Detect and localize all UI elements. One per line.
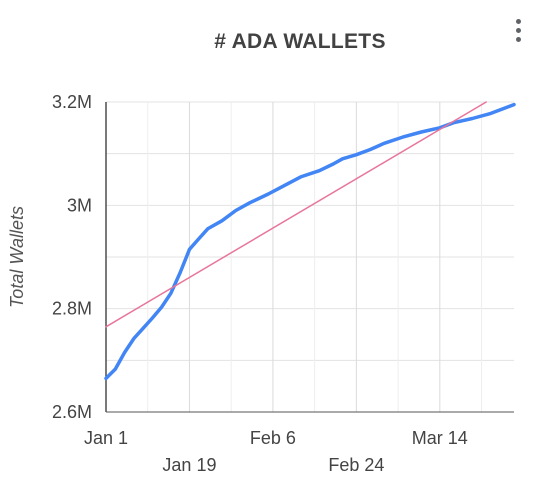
chart-title: # ADA WALLETS (214, 30, 386, 53)
y-tick-label: 2.6M (52, 402, 92, 422)
more-vert-icon (515, 18, 521, 24)
x-tick-label: Jan 1 (84, 428, 128, 448)
series (104, 101, 516, 381)
y-tick-label: 3.2M (52, 92, 92, 112)
x-tick-label: Jan 19 (162, 455, 216, 475)
y-tick-label: 3M (67, 195, 92, 215)
x-tick-label: Mar 14 (412, 428, 468, 448)
x-tick-label: Feb 24 (328, 455, 384, 475)
more-vert-icon-dot (515, 36, 521, 42)
y-tick-label: 2.8M (52, 299, 92, 319)
grid (106, 101, 514, 412)
x-tick-label: Feb 6 (250, 428, 296, 448)
tick-labels: 2.6M 2.8M 3M 3.2M Jan 1 Jan 19 Feb 6 Feb 24 Mar … (52, 92, 468, 475)
series-line-total-wallets (104, 102, 516, 381)
y-axis-title: Total Wallets (7, 206, 27, 308)
series-line-trend (105, 101, 487, 328)
more-options-button[interactable] (506, 14, 530, 46)
axes (105, 102, 514, 413)
more-vert-icon-dot (515, 27, 521, 33)
